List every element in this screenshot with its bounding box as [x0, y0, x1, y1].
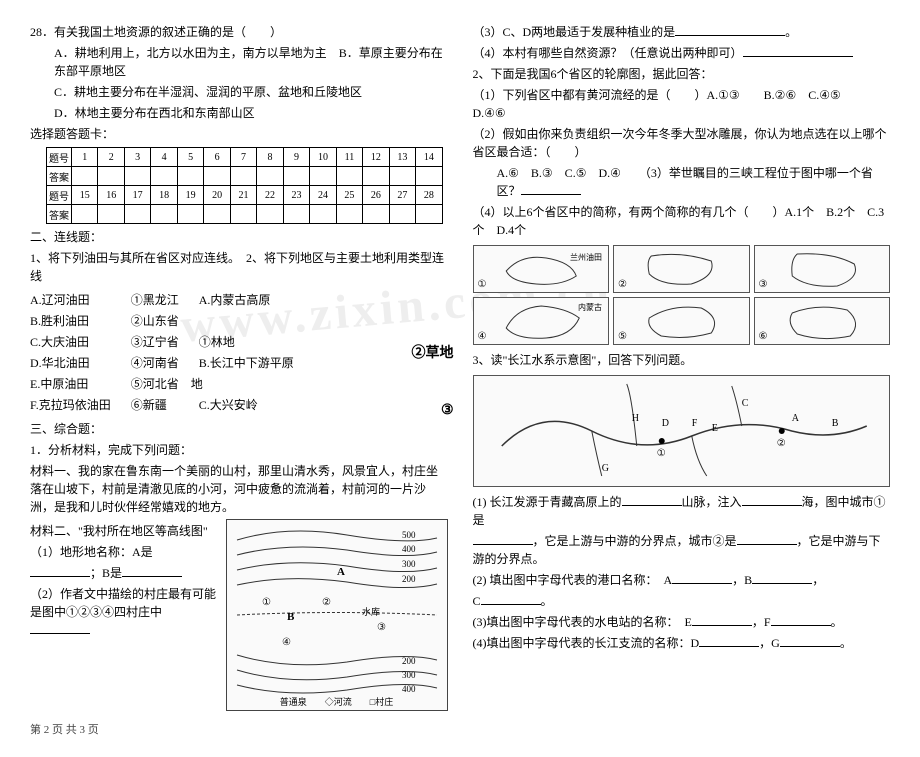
q28-stem: 28．有关我国土地资源的叙述正确的是（ ） — [30, 23, 448, 41]
svg-text:400: 400 — [402, 544, 416, 554]
svg-text:④: ④ — [282, 637, 291, 648]
q28-opt-c: C．耕地主要分布在半湿润、湿润的平原、盆地和丘陵地区 — [30, 83, 448, 101]
q4: （4）本村有哪些自然资源？（任意说出两种即可） — [473, 44, 891, 62]
svg-text:①: ① — [262, 597, 271, 608]
row-label-4: 答案 — [47, 205, 72, 224]
section-3: 三、综合题： — [30, 420, 448, 438]
svg-text:200: 200 — [402, 656, 416, 666]
contour-map: 500 400 300 200 A B ① ② ③ ④ 水库 200 300 4… — [226, 519, 448, 711]
svg-text:水库: 水库 — [362, 606, 380, 617]
svg-text:D: D — [661, 418, 668, 429]
q2-2: （2）假如由你来负责组织一次今年冬季大型冰雕展，你认为地点选在以上哪个省区最合适… — [473, 125, 891, 161]
page: 28．有关我国土地资源的叙述正确的是（ ） A．耕地利用上，北方以水田为主，南方… — [30, 20, 890, 737]
match-left: A.辽河油田 B.胜利油田 C.大庆油田 D.华北油田 E.中原油田 F.克拉玛… — [30, 288, 111, 417]
svg-text:E: E — [711, 423, 717, 434]
map-1: ① 兰州油田 — [473, 245, 610, 293]
svg-text:②: ② — [776, 438, 785, 449]
q1-title: 1．分析材料，完成下列问题： — [30, 441, 448, 459]
svg-text:③: ③ — [377, 622, 386, 633]
tag-grass: ②草地 — [412, 342, 454, 362]
svg-text:B: B — [831, 418, 838, 429]
province-maps: ① 兰州油田 ② ③ ④ 内蒙古 ⑤ ⑥ — [473, 245, 891, 345]
svg-text:500: 500 — [402, 530, 416, 540]
r4: (4)填出图中字母代表的长江支流的名称：D，G。 — [473, 634, 891, 652]
r1: (1) 长江发源于青藏高原上的山脉，注入海，图中城市①是 — [473, 493, 891, 529]
svg-text:300: 300 — [402, 670, 416, 680]
map-3: ③ — [754, 245, 891, 293]
svg-text:F: F — [691, 418, 697, 429]
svg-text:A: A — [337, 566, 345, 578]
match-right: A.内蒙古高原 ①林地 B.长江中下游平原 地 C.大兴安岭 — [199, 288, 294, 417]
answer-table: 题号 1234567891011121314 答案 题号 15161718192… — [46, 147, 443, 224]
r3: (3)填出图中字母代表的水电站的名称： E，F。 — [473, 613, 891, 631]
answer-card-label: 选择题答题卡： — [30, 125, 448, 143]
material-1: 材料一、我的家在鲁东南一个美丽的山村，那里山清水秀，风景宜人，村庄坐落在山坡下，… — [30, 462, 448, 516]
right-column: （3）C、D两地最适于发展种植业的是。 （4）本村有哪些自然资源？（任意说出两种… — [473, 20, 891, 737]
svg-text:G: G — [601, 463, 608, 474]
svg-text:H: H — [631, 413, 638, 424]
svg-text:①: ① — [656, 448, 665, 459]
row-label-3: 题号 — [47, 186, 72, 205]
q2-1: （1）下列省区中都有黄河流经的是（ ）A.①③ B.②⑥ C.④⑤ D.④⑥ — [473, 86, 891, 122]
tag-3: ③ — [441, 402, 454, 419]
q28-opt-a: A．耕地利用上，北方以水田为主，南方以旱地为主 B．草原主要分布在东部平原地区 — [30, 44, 448, 80]
map-2: ② — [613, 245, 750, 293]
svg-text:A: A — [791, 413, 799, 424]
map-6: ⑥ — [754, 297, 891, 345]
r1d: ，它是上游与中游的分界点，城市②是，它是中游与下游的分界点。 — [473, 532, 891, 568]
svg-text:C: C — [741, 398, 748, 409]
q2-2-opt: A.⑥ B.③ C.⑤ D.④ （3）举世瞩目的三峡工程位于图中哪一个省区？ — [473, 164, 891, 200]
q2-4: （4）以上6个省区中的简称，有两个简称的有几个（ ）A.1个 B.2个 C.3个… — [473, 203, 891, 239]
row-label-2: 答案 — [47, 167, 72, 186]
svg-text:400: 400 — [402, 684, 416, 694]
q2title: 2、下面是我国6个省区的轮廓图，据此回答： — [473, 65, 891, 83]
match-title: 1、将下列油田与其所在省区对应连线。 2、将下列地区与主要土地利用类型连线 — [30, 249, 448, 285]
row-label-1: 题号 — [47, 148, 72, 167]
r2c: C。 — [473, 592, 891, 610]
q3: （3）C、D两地最适于发展种植业的是。 — [473, 23, 891, 41]
svg-text:②: ② — [322, 597, 331, 608]
svg-text:200: 200 — [402, 574, 416, 584]
contour-legend: 普通泉 ◇河流 □村庄 — [231, 695, 443, 708]
section-2: 二、连线题： — [30, 228, 448, 246]
q3-title: 3、读"长江水系示意图"，回答下列问题。 — [473, 351, 891, 369]
q28-opt-d: D．林地主要分布在西北和东南部山区 — [30, 104, 448, 122]
match-mid: ①黑龙江 ②山东省 ③辽宁省 ④河南省 ⑤河北省 ⑥新疆 — [131, 288, 179, 417]
map-4: ④ 内蒙古 — [473, 297, 610, 345]
page-footer: 第 2 页 共 3 页 — [30, 721, 448, 737]
r2: (2) 填出图中字母代表的港口名称： A，B， — [473, 571, 891, 589]
svg-text:300: 300 — [402, 559, 416, 569]
left-column: 28．有关我国土地资源的叙述正确的是（ ） A．耕地利用上，北方以水田为主，南方… — [30, 20, 448, 737]
map-5: ⑤ — [613, 297, 750, 345]
river-map: H D F E A B G C ① ② — [473, 375, 891, 487]
svg-text:B: B — [287, 611, 295, 623]
